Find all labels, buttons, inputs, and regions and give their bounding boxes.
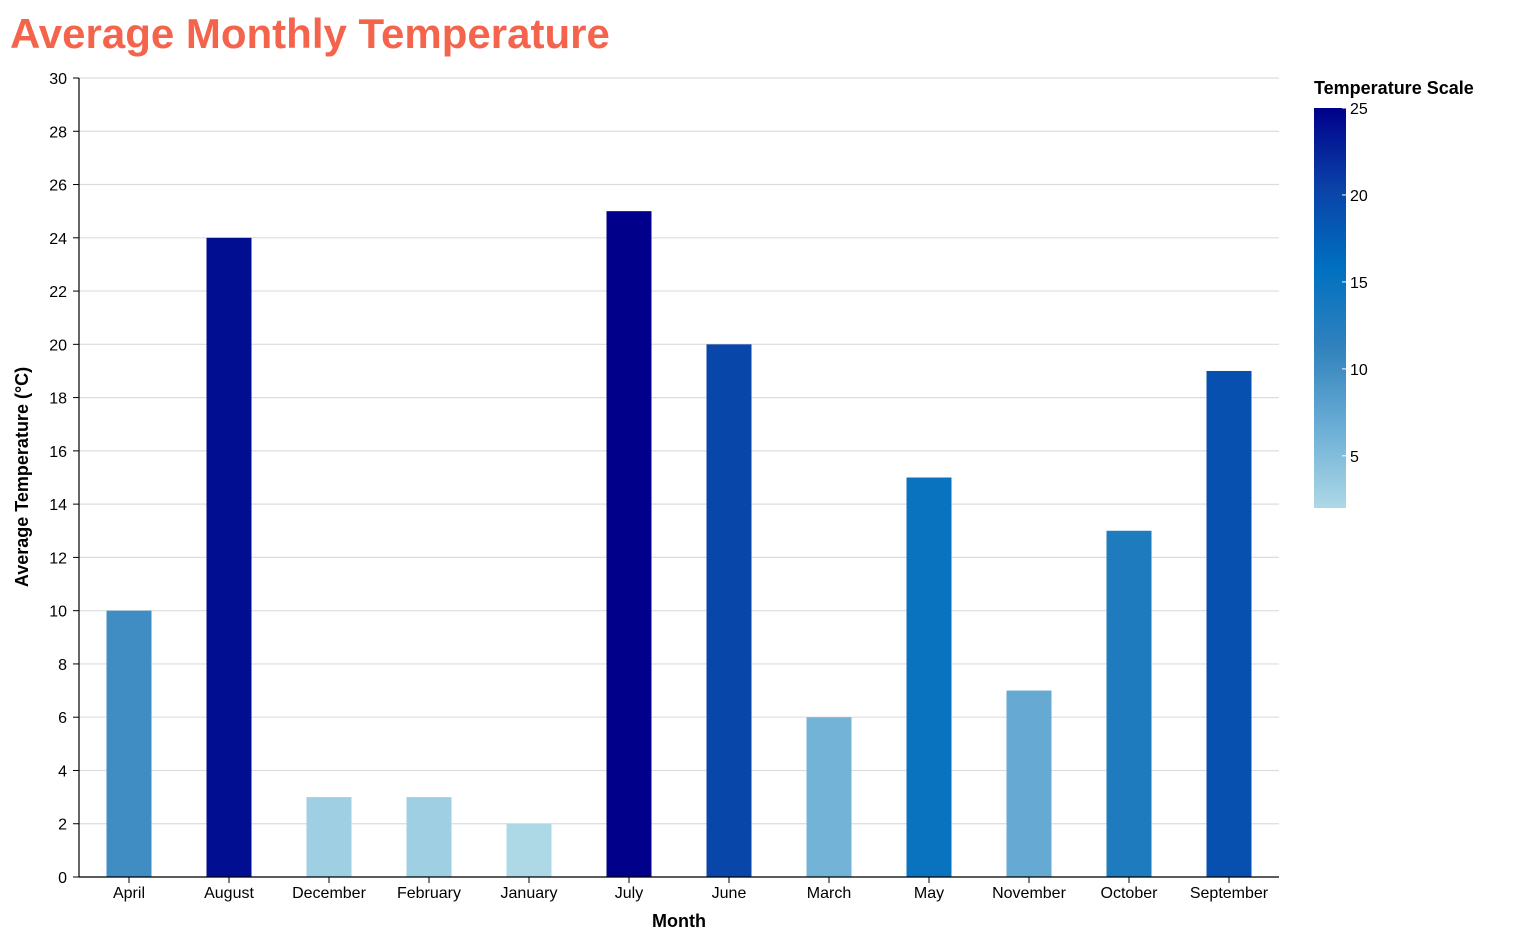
legend-tick-label: 15 <box>1350 275 1368 292</box>
x-tick-label: February <box>397 885 461 902</box>
bar-january[interactable] <box>506 823 552 877</box>
legend-title: Temperature Scale <box>1314 78 1474 98</box>
bars <box>106 211 1252 878</box>
bar-october[interactable] <box>1106 530 1152 877</box>
bar-november[interactable] <box>1006 690 1052 877</box>
bar-july[interactable] <box>606 211 652 877</box>
x-tick-label: July <box>615 885 643 902</box>
x-tick-label: August <box>204 885 254 902</box>
chart-title: Average Monthly Temperature <box>10 10 610 57</box>
y-tick-label: 0 <box>58 870 67 887</box>
bar-february[interactable] <box>406 797 452 877</box>
legend-tick-label: 25 <box>1350 101 1368 118</box>
bar-june[interactable] <box>706 344 752 877</box>
bar-august[interactable] <box>206 237 252 878</box>
y-tick-label: 4 <box>58 763 67 780</box>
x-tick-label: November <box>992 885 1066 902</box>
y-tick-label: 16 <box>49 444 67 461</box>
legend-color-bar <box>1314 108 1346 508</box>
y-tick-label: 20 <box>49 337 67 354</box>
y-tick-label: 18 <box>49 391 67 408</box>
bar-september[interactable] <box>1206 370 1252 877</box>
y-tick-label: 24 <box>49 231 67 248</box>
bar-april[interactable] <box>106 610 152 877</box>
x-tick-label: March <box>807 885 851 902</box>
x-tick-label: September <box>1190 885 1269 902</box>
x-tick-label: May <box>914 885 944 902</box>
x-tick-label: April <box>113 885 145 902</box>
x-tick-label: October <box>1101 885 1159 902</box>
y-tick-label: 30 <box>49 71 67 88</box>
bar-march[interactable] <box>806 717 852 877</box>
x-axis-title: Month <box>652 911 706 931</box>
bar-may[interactable] <box>906 477 952 878</box>
x-tick-label: December <box>292 885 366 902</box>
y-tick-label: 28 <box>49 124 67 141</box>
y-tick-label: 2 <box>58 817 67 834</box>
x-tick-label: January <box>501 885 558 902</box>
x-tick-label: June <box>712 885 747 902</box>
y-axis-title: Average Temperature (°C) <box>12 367 32 587</box>
y-tick-label: 8 <box>58 657 67 674</box>
grid-lines <box>79 77 1279 878</box>
bar-december[interactable] <box>306 797 352 877</box>
y-tick-label: 26 <box>49 178 67 195</box>
y-tick-label: 10 <box>49 604 67 621</box>
y-tick-label: 14 <box>49 497 67 514</box>
legend-tick-label: 5 <box>1350 449 1359 466</box>
y-tick-label: 6 <box>58 710 67 727</box>
legend-tick-label: 10 <box>1350 362 1368 379</box>
y-tick-label: 22 <box>49 284 67 301</box>
y-tick-label: 12 <box>49 550 67 567</box>
color-legend: Temperature Scale 5 10 15 20 25 <box>1314 78 1474 508</box>
legend-tick-label: 20 <box>1350 188 1368 205</box>
